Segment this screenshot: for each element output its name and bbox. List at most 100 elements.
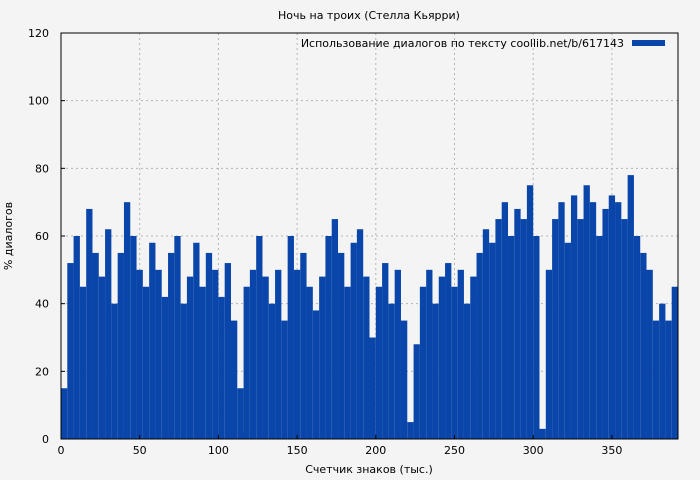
bar	[602, 208, 609, 439]
bar	[331, 219, 339, 439]
bar	[589, 202, 597, 439]
bar	[432, 303, 439, 439]
bar	[520, 219, 527, 439]
bar	[300, 252, 307, 439]
bar	[640, 252, 647, 439]
bar	[105, 229, 112, 439]
bar	[508, 236, 515, 439]
bar	[400, 320, 408, 439]
bar	[671, 286, 678, 439]
bar	[646, 269, 653, 439]
bar	[86, 208, 93, 439]
x-axis-label: Счетчик знаков (тыс.)	[305, 463, 433, 476]
bar	[438, 276, 446, 439]
bar	[174, 236, 181, 439]
bar	[136, 269, 143, 439]
bar	[501, 202, 509, 439]
x-tick-label: 100	[208, 444, 229, 457]
bar	[583, 185, 590, 439]
bar	[552, 219, 559, 439]
bar	[237, 388, 244, 439]
bar	[514, 208, 521, 439]
bar	[117, 252, 124, 439]
bar	[123, 202, 131, 439]
bar	[363, 276, 370, 439]
bar	[218, 296, 225, 439]
bar	[256, 236, 263, 439]
bar	[61, 388, 68, 439]
bar	[526, 185, 534, 439]
bar	[319, 276, 326, 439]
bar	[394, 269, 401, 439]
bar	[344, 286, 351, 439]
bar	[92, 252, 99, 439]
bar	[369, 337, 376, 439]
bar	[224, 263, 231, 439]
bar	[564, 242, 571, 439]
bar	[375, 286, 383, 439]
bar	[293, 269, 301, 439]
bar	[262, 276, 269, 439]
y-tick-label: 120	[28, 27, 49, 40]
bar	[168, 252, 175, 439]
bar	[268, 303, 276, 439]
bar	[193, 242, 200, 439]
bar	[275, 269, 282, 439]
bar	[652, 320, 660, 439]
y-tick-label: 100	[28, 95, 49, 108]
legend-swatch	[632, 40, 665, 46]
bar	[350, 242, 357, 439]
bar	[281, 320, 288, 439]
bar	[382, 263, 389, 439]
bar	[489, 242, 496, 439]
x-tick-label: 350	[601, 444, 622, 457]
legend: Использование диалогов по тексту coollib…	[301, 37, 665, 50]
x-tick-label: 0	[58, 444, 65, 457]
bar	[482, 229, 490, 439]
bar	[230, 320, 238, 439]
bar	[338, 252, 345, 439]
bar	[205, 252, 213, 439]
bar	[186, 276, 194, 439]
y-axis-label: % диалогов	[2, 202, 15, 270]
bar	[558, 202, 565, 439]
bar	[243, 286, 250, 439]
bar	[413, 344, 420, 439]
bar	[451, 286, 458, 439]
x-tick-label: 250	[444, 444, 465, 457]
y-tick-label: 20	[35, 365, 49, 378]
bar	[665, 320, 672, 439]
bar	[306, 286, 313, 439]
x-tick-label: 300	[523, 444, 544, 457]
x-tick-label: 200	[365, 444, 386, 457]
bar	[608, 195, 616, 439]
bar	[407, 422, 414, 439]
bar	[142, 286, 150, 439]
chart-title: Ночь на троих (Стелла Кьярри)	[278, 9, 460, 22]
bar	[199, 286, 206, 439]
y-tick-label: 40	[35, 298, 49, 311]
bar	[79, 286, 87, 439]
bar	[356, 229, 364, 439]
ticks: 0 50 100 150 200 250 300 350 0 20 40 60 80 100 120	[28, 27, 622, 457]
bar	[633, 236, 641, 439]
bar	[445, 263, 452, 439]
bar	[111, 303, 118, 439]
bar	[426, 269, 433, 439]
bar	[155, 269, 162, 439]
bar	[98, 276, 106, 439]
bar	[627, 175, 634, 439]
bar	[615, 202, 622, 439]
bar	[539, 428, 546, 439]
bar	[149, 242, 156, 439]
bar	[388, 303, 395, 439]
bar	[130, 236, 137, 439]
y-tick-label: 60	[35, 230, 49, 243]
y-tick-label: 80	[35, 162, 49, 175]
bar	[67, 263, 74, 439]
bar	[287, 236, 294, 439]
bar	[570, 195, 578, 439]
bar	[545, 269, 553, 439]
bar	[325, 236, 332, 439]
